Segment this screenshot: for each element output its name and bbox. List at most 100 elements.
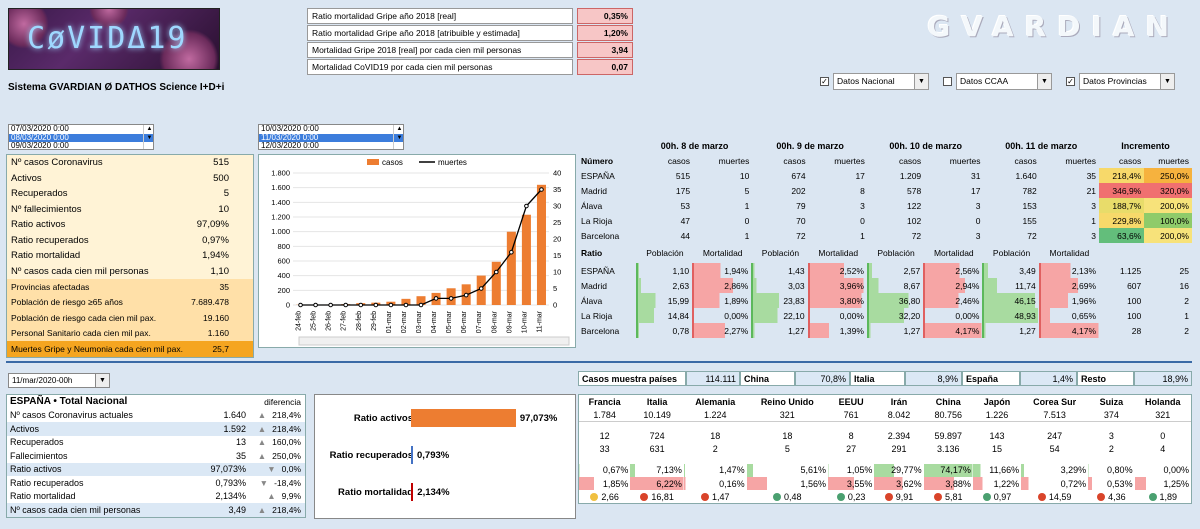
date-select[interactable]: 11/mar/2020-00h ▼ [8, 373, 110, 388]
increment-muertes: 100,0% [1144, 213, 1192, 228]
kpi-value: 1,94% [202, 250, 229, 262]
country-ratio-recovered-value: 0,67% [602, 465, 629, 476]
arrow-up-icon: ▲ [257, 410, 267, 421]
flu-row: Ratio mortalidad Gripe año 2018 [real] 0,… [307, 8, 633, 24]
status-dot-icon [1148, 493, 1157, 502]
national-label: Nº casos Coronavirus actuales [10, 410, 133, 421]
kpi-label: Ratio activos [11, 219, 66, 231]
x-tick: 24-feb [296, 311, 303, 331]
country-header-cell: Suiza [1088, 395, 1134, 408]
date-option[interactable]: 11/03/2020 0:00 [259, 133, 403, 142]
checkbox[interactable]: ✓ [1066, 76, 1075, 86]
country-cases-cell: 8.042 [874, 408, 924, 422]
national-value: 35 [235, 450, 246, 461]
y-tick-right: 10 [553, 268, 561, 277]
province-row: La Rioja 47 0 70 0 102 0 155 1 229,8% 100,0% [578, 213, 1192, 228]
diff-value: -18,4% [274, 477, 301, 488]
ratio-mortalidad: 2,46% [923, 293, 984, 308]
filter-2[interactable]: ✓ Datos Provincias ▼ [1066, 72, 1175, 90]
filter-dropdown[interactable]: Datos Nacional ▼ [833, 72, 929, 90]
checkbox[interactable] [943, 76, 952, 86]
bar-casos [401, 298, 411, 305]
province-value: 21 [1086, 185, 1097, 196]
country-recovered-cell: 12 [579, 429, 630, 442]
filter-dropdown[interactable]: Datos Provincias ▼ [1079, 72, 1175, 90]
kpi-value: 35 [219, 281, 229, 292]
ratio-extra: 16 [1179, 280, 1189, 291]
legend-swatch-casos [367, 159, 379, 165]
y-tick-left: 1.600 [271, 183, 290, 192]
checkbox[interactable]: ✓ [820, 76, 829, 86]
country-cases-value: 10.149 [643, 409, 671, 420]
chevron-down-icon[interactable]: ▼ [1160, 73, 1174, 89]
national-label: Ratio activos [10, 464, 62, 475]
date-list-start[interactable]: 07/03/2020 0:00 08/03/2020 0:00 09/03/2020… [8, 124, 154, 150]
province-name: Madrid [581, 185, 607, 196]
national-value: 3,49 [228, 504, 246, 515]
date-option[interactable]: 10/03/2020 0:00 [261, 124, 319, 133]
date-option[interactable]: 08/03/2020 0:00 [9, 133, 153, 142]
point-muertes [373, 302, 379, 308]
national-diff: ▲ 218,4% [250, 505, 305, 515]
kpi-label: Ratio recuperados [11, 234, 89, 246]
chevron-down-icon[interactable]: ▼ [914, 73, 928, 89]
province-value: 44 [680, 230, 691, 241]
y-tick-left: 1.200 [271, 213, 290, 222]
province-value: 17 [855, 170, 865, 181]
country-per100k: 2,66 16,81 1,47 0,48 0,23 9,91 5,81 0,97 14,59 4,… [579, 490, 1191, 503]
country-deaths-value: 5 [784, 444, 790, 455]
chevron-down-icon[interactable]: ▼ [95, 374, 109, 387]
date-list-end[interactable]: 10/03/2020 0:00 11/03/2020 0:00 12/03/2020… [258, 124, 404, 150]
filter-1[interactable]: Datos CCAA ▼ [943, 72, 1052, 90]
national-row: Recuperados 13 ▲ 160,0% [7, 436, 305, 450]
chevron-down-icon[interactable]: ▼ [1037, 73, 1051, 89]
ratio-bar-value: 0,793% [417, 450, 450, 461]
national-row: Ratio activos 97,073% ▼ 0,0% [7, 462, 305, 476]
diff-value: 218,4% [272, 423, 301, 434]
province-value: 0 [860, 215, 865, 226]
province-value: 1 [744, 200, 750, 211]
national-value: 13 [235, 437, 246, 448]
country-header-value: Alemania [695, 396, 736, 407]
province-value: 1 [744, 230, 750, 241]
kpi-row: Ratio activos 97,09% [7, 217, 253, 233]
scroll-arrows-icon[interactable]: ▲ ▼ [393, 125, 403, 149]
country-ratio-mortality-cell: 1,25% [1134, 476, 1191, 491]
point-muertes [313, 302, 318, 308]
country-deaths-value: 291 [891, 444, 907, 455]
increment-casos: 229,8% [1099, 213, 1145, 228]
country-recovered-cell: 8 [828, 429, 874, 442]
ratio-mortalidad: 0,65% [1038, 308, 1100, 323]
country-cases-value: 7.513 [1043, 409, 1066, 420]
col-poblacion: Población [761, 248, 800, 258]
country-ratio-recovered-value: 74,17% [940, 465, 971, 476]
filter-0[interactable]: ✓ Datos Nacional ▼ [820, 72, 929, 90]
scroll-arrows-icon[interactable]: ▲ ▼ [143, 125, 153, 149]
kpi-row: Ratio recuperados 0,97% [7, 233, 253, 249]
increment-muertes: 200,0% [1144, 228, 1192, 243]
filter-dropdown[interactable]: Datos CCAA ▼ [956, 72, 1052, 90]
country-cases-cell: 10.149 [630, 408, 684, 422]
col-muertes: muertes [949, 155, 981, 166]
date-option[interactable]: 09/03/2020 0:00 [11, 141, 69, 150]
country-cases-value: 761 [843, 409, 859, 420]
kpi-label: Nº casos cada cien mil personas [11, 265, 149, 277]
kpi-row: Población de riesgo ≥65 años 7.689.478 [7, 294, 253, 310]
date-option[interactable]: 12/03/2020 0:00 [261, 141, 319, 150]
brand-logo: GVARDIAN [927, 10, 1180, 43]
y-tick-right: 5 [553, 284, 557, 293]
date-option[interactable]: 07/03/2020 0:00 [11, 124, 69, 133]
ratio-poblacion: 2,63 [635, 278, 694, 293]
section-divider [6, 361, 1192, 363]
national-row: Activos 1.592 ▲ 218,4% [7, 422, 305, 436]
ratio-bar [411, 446, 413, 464]
province-value: 70 [796, 215, 806, 226]
province-value: 35 [1086, 170, 1097, 181]
country-deaths-value: 4 [1160, 444, 1166, 455]
kpi-label: Activos [11, 172, 42, 184]
country-recovered-cell: 18 [747, 429, 828, 442]
country-recovered-value: 724 [649, 430, 665, 441]
country-ratio-mortality-cell: 6,22% [630, 476, 684, 491]
flu-row-label: Mortalidad Gripe 2018 [real] por cada ci… [307, 42, 573, 58]
kpi-row: Muertes Gripe y Neumonia cada cien mil p… [7, 341, 253, 357]
